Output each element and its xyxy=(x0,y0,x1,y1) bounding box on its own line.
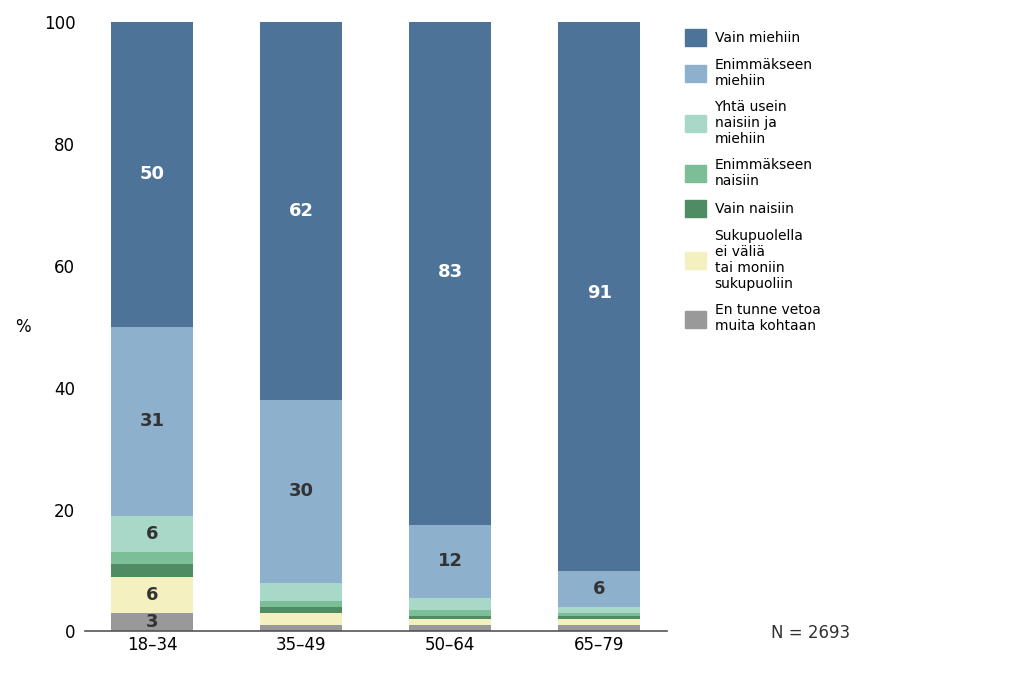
Bar xyxy=(558,626,640,632)
Bar xyxy=(260,601,342,607)
Text: 31: 31 xyxy=(140,413,165,430)
Bar xyxy=(260,626,342,632)
Bar xyxy=(112,553,194,564)
Bar xyxy=(260,607,342,613)
Bar xyxy=(410,598,492,610)
Bar xyxy=(112,326,194,516)
Bar xyxy=(410,626,492,632)
Bar xyxy=(112,516,194,553)
Legend: Vain miehiin, Enimmäkseen
miehiin, Yhtä usein
naisiin ja
miehiin, Enimmäkseen
na: Vain miehiin, Enimmäkseen miehiin, Yhtä … xyxy=(685,29,820,333)
Text: 3: 3 xyxy=(146,613,159,631)
Bar xyxy=(260,400,342,583)
Bar xyxy=(558,616,640,619)
Text: 6: 6 xyxy=(146,586,159,604)
Bar xyxy=(260,22,342,400)
Bar xyxy=(260,583,342,601)
Bar xyxy=(558,16,640,570)
Bar xyxy=(260,613,342,626)
Bar xyxy=(112,564,194,576)
Text: 30: 30 xyxy=(289,482,314,501)
Bar xyxy=(410,619,492,626)
Bar xyxy=(558,619,640,626)
Text: 62: 62 xyxy=(289,202,314,220)
Bar xyxy=(410,610,492,616)
Text: 12: 12 xyxy=(438,553,463,570)
Text: 50: 50 xyxy=(140,165,165,183)
Bar xyxy=(558,570,640,607)
Text: N = 2693: N = 2693 xyxy=(771,624,850,642)
Bar xyxy=(410,525,492,598)
Bar xyxy=(558,613,640,616)
Text: 6: 6 xyxy=(146,525,159,543)
Y-axis label: %: % xyxy=(15,318,31,336)
Bar xyxy=(112,576,194,613)
Text: 6: 6 xyxy=(593,580,605,598)
Bar xyxy=(112,613,194,632)
Bar xyxy=(410,19,492,525)
Bar xyxy=(410,616,492,619)
Text: 83: 83 xyxy=(438,263,463,281)
Bar xyxy=(558,607,640,613)
Bar xyxy=(112,22,194,326)
Text: 91: 91 xyxy=(587,284,612,302)
